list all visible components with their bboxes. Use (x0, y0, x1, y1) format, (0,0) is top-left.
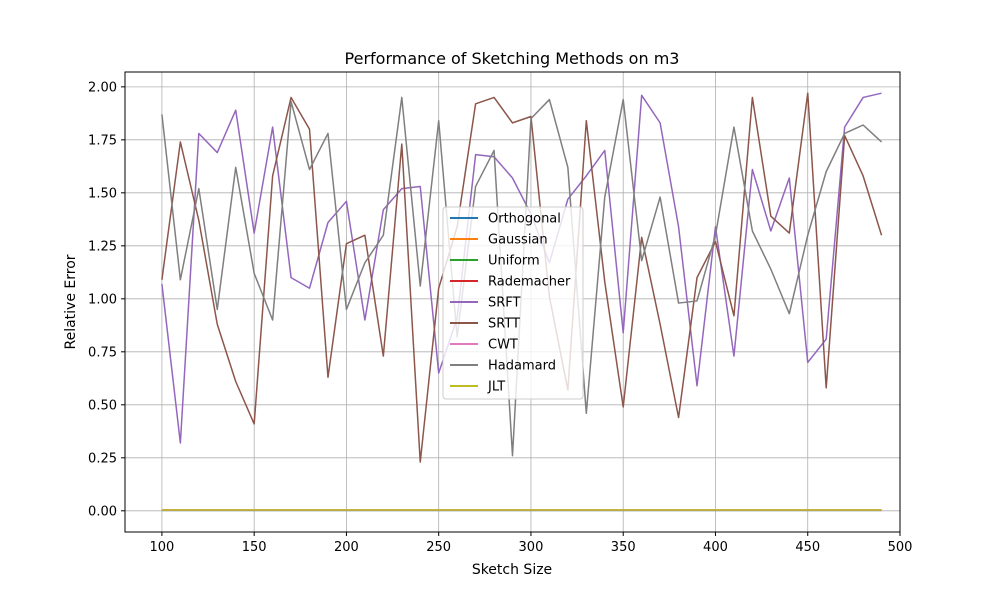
legend: Orthogonal Gaussian Uniform Rademacher SRFT S… (442, 206, 584, 400)
legend-label-uniform: Uniform (488, 254, 540, 269)
y-tick-label: 2.00 (88, 80, 117, 95)
x-tick-label: 250 (426, 540, 451, 555)
chart-title: Performance of Sketching Methods on m3 (345, 49, 680, 68)
x-tick-label: 450 (795, 540, 820, 555)
x-tick-label: 200 (334, 540, 359, 555)
y-tick-label: 0.50 (88, 398, 117, 413)
legend-label-rademacher: Rademacher (488, 275, 571, 290)
y-tick-label: 1.50 (88, 186, 117, 201)
x-tick-label: 100 (149, 540, 174, 555)
x-axis-ticks: 100 150 200 250 300 350 400 450 500 (149, 532, 912, 555)
y-tick-label: 1.25 (88, 239, 117, 254)
legend-label-orthogonal: Orthogonal (488, 212, 561, 227)
x-tick-label: 350 (611, 540, 636, 555)
x-tick-label: 400 (703, 540, 728, 555)
y-axis-label: Relative Error (63, 254, 79, 349)
legend-label-srtt: SRTT (488, 317, 520, 332)
x-tick-label: 300 (519, 540, 544, 555)
x-axis-label: Sketch Size (472, 562, 552, 578)
plot-frame (124, 71, 901, 533)
legend-label-gaussian: Gaussian (488, 233, 548, 248)
x-tick-label: 500 (888, 540, 913, 555)
legend-label-hadamard: Hadamard (488, 359, 556, 374)
y-tick-label: 0.25 (88, 451, 117, 466)
y-tick-label: 0.75 (88, 345, 117, 360)
series-layer (161, 92, 883, 512)
y-axis-ticks: 0.00 0.25 0.50 0.75 1.00 1.25 1.50 1.75 2.00 (88, 80, 125, 519)
y-tick-label: 1.75 (88, 133, 117, 148)
y-tick-label: 1.00 (88, 292, 117, 307)
x-tick-label: 150 (242, 540, 267, 555)
legend-label-cwt: CWT (488, 338, 518, 353)
y-tick-label: 0.00 (88, 504, 117, 519)
legend-box (442, 206, 584, 400)
legend-label-jlt: JLT (487, 380, 505, 395)
legend-label-srft: SRFT (488, 296, 521, 311)
series-line-srtt (161, 92, 883, 463)
